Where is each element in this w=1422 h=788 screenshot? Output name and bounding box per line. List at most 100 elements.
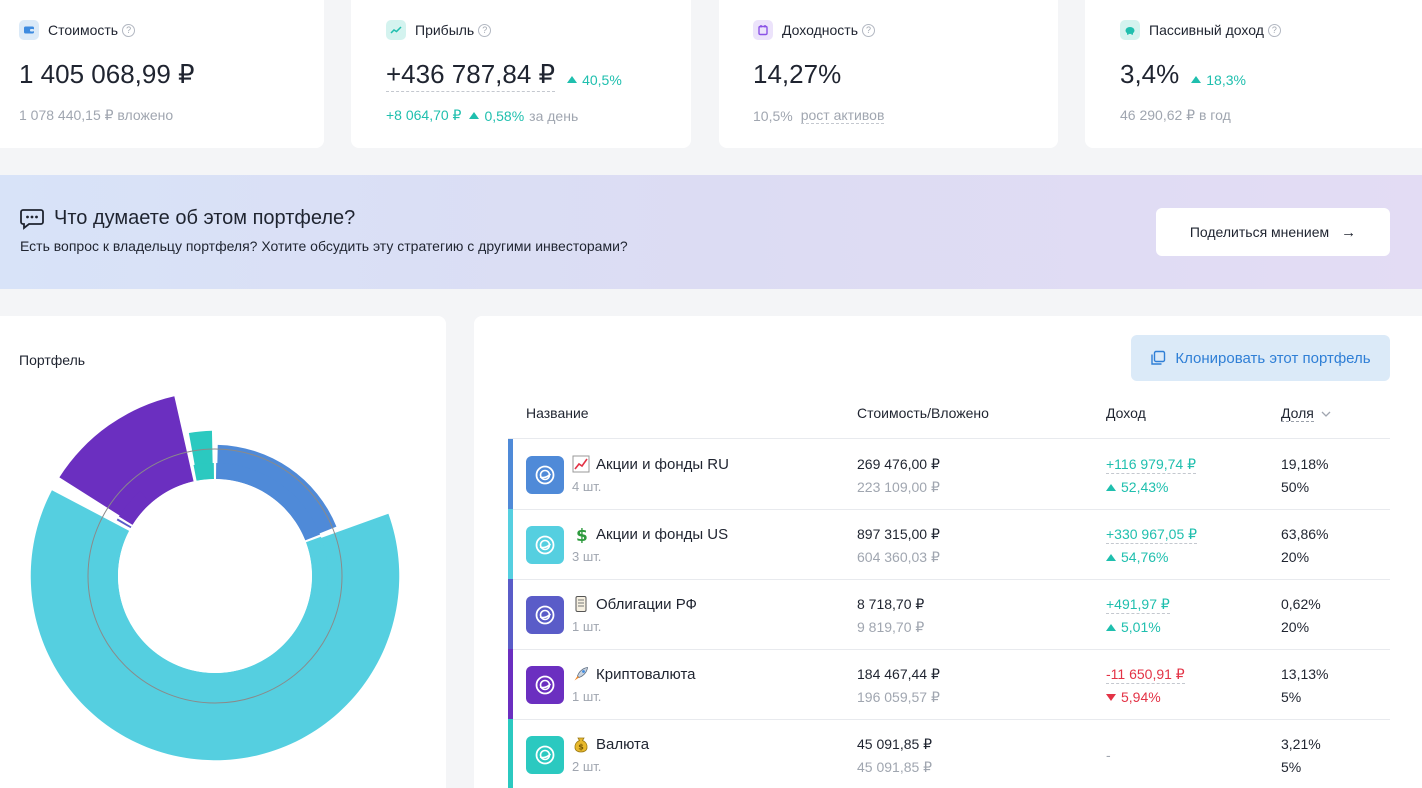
wallet-icon [19,20,39,40]
divider [508,649,1390,650]
row-color-bar [508,439,513,509]
share-opinion-label: Поделиться мнением [1189,224,1330,240]
invested-value: 223 109,00 ₽ [857,479,940,495]
divider [508,438,1390,439]
table-row[interactable]: $ Валюта 2 шт. 45 091,85 ₽ 45 091,85 ₽ -… [508,719,1390,788]
row-color-bar [508,719,513,788]
rocket-emoji [572,665,590,683]
calendar-icon [753,20,773,40]
arrow-up-icon [1106,553,1116,561]
stat-change: 18,3% [1191,72,1246,88]
target-share: 20% [1281,549,1310,565]
asset-growth-link[interactable]: рост активов [800,107,885,124]
invested-value: 9 819,70 ₽ [857,619,925,635]
share-value: 63,86% [1281,526,1329,542]
category-name[interactable]: Акции и фонды RU [572,455,729,473]
income-value[interactable]: -11 650,91 ₽ [1106,666,1185,684]
table-row[interactable]: Акции и фонды RU 4 шт. 269 476,00 ₽ 223 … [508,439,1390,509]
clone-portfolio-button[interactable]: Клонировать этот портфель [1131,335,1390,381]
svg-text:$: $ [578,743,584,752]
category-name[interactable]: Криптовалюта [572,665,696,683]
header-name[interactable]: Название [526,405,589,421]
stat-change: 40,5% [567,72,622,88]
cost-value: 184 467,44 ₽ [857,666,940,682]
target-share: 5% [1281,689,1302,705]
category-logo-icon [526,666,564,704]
invested-value: 196 059,57 ₽ [857,689,940,705]
income-value[interactable]: +116 979,74 ₽ [1106,456,1197,474]
share-opinion-button[interactable]: Поделиться мнением → [1156,208,1390,256]
help-icon[interactable]: ? [478,23,492,37]
category-count: 2 шт. [572,759,602,774]
invested-value: 604 360,03 ₽ [857,549,940,565]
stat-value[interactable]: +436 787,84 ₽ [386,59,556,92]
category-count: 1 шт. [572,689,602,704]
category-name[interactable]: Облигации РФ [572,595,697,613]
row-color-bar [508,509,513,579]
table-row[interactable]: $ Акции и фонды US 3 шт. 897 315,00 ₽ 60… [508,509,1390,579]
category-logo-icon [526,526,564,564]
header-cost[interactable]: Стоимость/Вложено [857,405,989,421]
portfolio-chart-card: Портфель [0,316,446,788]
share-value: 3,21% [1281,736,1321,752]
donut-slice-2[interactable] [30,490,400,761]
row-color-bar [508,579,513,649]
arrow-up-icon [469,112,480,119]
target-arc-1 [216,463,321,541]
income-value[interactable]: +491,97 ₽ [1106,596,1170,614]
day-suffix: за день [529,107,579,124]
cost-value: 8 718,70 ₽ [857,596,925,612]
header-income[interactable]: Доход [1106,405,1146,421]
income-percent: 5,01% [1106,619,1161,635]
table-row[interactable]: Облигации РФ 1 шт. 8 718,70 ₽ 9 819,70 ₽… [508,579,1390,649]
copy-icon [1151,350,1166,365]
category-logo-icon [526,456,564,494]
day-profit: +8 064,70 ₽ [386,107,462,123]
arrow-up-icon [1191,76,1202,83]
help-icon[interactable]: ? [122,23,136,37]
income-percent: 52,43% [1106,479,1168,495]
stat-label: Прибыль [415,22,475,38]
donut-hole [118,479,312,673]
stat-label: Пассивный доход [1149,22,1264,38]
category-name[interactable]: $ Акции и фонды US [572,525,728,547]
help-icon[interactable]: ? [861,23,875,37]
category-logo-icon [526,736,564,774]
day-change: 0,58% [469,108,524,124]
target-ring [87,448,343,704]
share-value: 19,18% [1281,456,1329,472]
chart-up-emoji [572,455,590,473]
row-color-bar [508,649,513,719]
arrow-up-icon [567,76,578,83]
banner-title: Что думаете об этом портфеле? [54,207,356,229]
help-icon[interactable]: ? [1267,23,1281,37]
donut-slice-4[interactable] [59,396,194,525]
cost-value: 269 476,00 ₽ [857,456,940,472]
income-value[interactable]: +330 967,05 ₽ [1106,526,1198,544]
arrow-right-icon: → [1341,223,1357,241]
divider [508,579,1390,580]
invested-value: 45 091,85 ₽ [857,759,933,775]
category-count: 1 шт. [572,619,602,634]
chevron-down-icon[interactable] [1320,408,1332,420]
target-arc-3 [116,518,132,529]
share-value: 0,62% [1281,596,1321,612]
stat-label: Стоимость [48,22,119,38]
stat-label: Доходность [782,22,858,38]
chat-bubble-icon [20,208,44,230]
target-share: 20% [1281,619,1310,635]
table-row[interactable]: Криптовалюта 1 шт. 184 467,44 ₽ 196 059,… [508,649,1390,719]
cost-value: 45 091,85 ₽ [857,736,933,752]
cost-value: 897 315,00 ₽ [857,526,940,542]
header-share[interactable]: Доля [1281,405,1332,422]
feedback-banner: Что думаете об этом портфеле? Есть вопро… [0,175,1422,289]
arrow-down-icon [1106,693,1116,701]
portfolio-table-card: Клонировать этот портфель Название Стоим… [474,316,1422,788]
portfolio-chart-title: Портфель [19,352,86,368]
income-empty: - [1106,747,1111,763]
stat-sub: 46 290,62 ₽ в год [1120,107,1231,123]
category-name[interactable]: $ Валюта [572,735,649,753]
share-value: 13,13% [1281,666,1329,682]
income-percent: 5,94% [1106,689,1161,705]
arrow-up-icon [1106,623,1116,631]
